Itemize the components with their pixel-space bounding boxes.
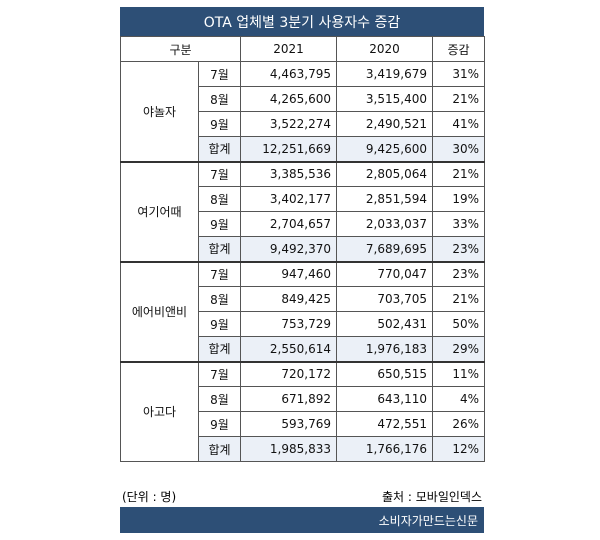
- company-name: 에어비앤비: [120, 260, 199, 362]
- change-cell: 21%: [432, 160, 485, 187]
- value-2020-cell: 2,033,037: [336, 211, 433, 237]
- user-count-table: 구분 2021 2020 증감 야놀자 7월 4,463,795 3,419,679 3…: [120, 36, 485, 462]
- value-2021-cell: 593,769: [240, 411, 337, 437]
- table-title: OTA 업체별 3분기 사용자수 증감: [120, 7, 484, 36]
- change-cell: 30%: [432, 136, 485, 162]
- change-cell: 29%: [432, 336, 485, 362]
- month-cell: 7월: [198, 360, 241, 387]
- company-name: 아고다: [120, 360, 199, 462]
- value-2020-cell: 9,425,600: [336, 136, 433, 162]
- table-row-total: 합계 2,550,614 1,976,183 29%: [121, 336, 485, 362]
- table-row: 에어비앤비 7월 947,460 770,047 23%: [120, 260, 485, 362]
- value-2021-cell: 753,729: [240, 311, 337, 337]
- value-2021-cell: 2,704,657: [240, 211, 337, 237]
- month-cell: 합계: [198, 336, 241, 362]
- month-cell: 8월: [198, 286, 241, 312]
- value-2020-cell: 2,851,594: [336, 186, 433, 212]
- header-2021: 2021: [240, 36, 337, 62]
- change-cell: 33%: [432, 211, 485, 237]
- change-cell: 4%: [432, 386, 485, 412]
- value-2021-cell: 2,550,614: [240, 336, 337, 362]
- source-note: 출처 : 모바일인덱스: [382, 490, 482, 504]
- value-2021-cell: 849,425: [240, 286, 337, 312]
- value-2021-cell: 671,892: [240, 386, 337, 412]
- table-row: 8월 849,425 703,705 21%: [121, 286, 485, 312]
- company-name: 야놀자: [120, 61, 199, 162]
- header-category: 구분: [120, 36, 241, 62]
- change-cell: 11%: [432, 360, 485, 387]
- publisher-name: 소비자가만드는신문: [378, 513, 478, 528]
- value-2020-cell: 2,490,521: [336, 111, 433, 137]
- header-change: 증감: [432, 36, 485, 62]
- table-row-total: 합계 1,985,833 1,766,176 12%: [121, 436, 485, 462]
- value-2020-cell: 643,110: [336, 386, 433, 412]
- change-cell: 23%: [432, 236, 485, 262]
- table-row: 9월 3,522,274 2,490,521 41%: [121, 111, 485, 137]
- value-2021-cell: 9,492,370: [240, 236, 337, 262]
- table-row: 8월 3,402,177 2,851,594 19%: [121, 186, 485, 212]
- month-cell: 합계: [198, 436, 241, 462]
- value-2021-cell: 720,172: [240, 360, 337, 387]
- value-2021-cell: 3,522,274: [240, 111, 337, 137]
- value-2020-cell: 7,689,695: [336, 236, 433, 262]
- month-cell: 9월: [198, 111, 241, 137]
- change-cell: 21%: [432, 286, 485, 312]
- month-cell: 7월: [198, 160, 241, 187]
- change-cell: 23%: [432, 260, 485, 287]
- value-2020-cell: 472,551: [336, 411, 433, 437]
- month-cell: 9월: [198, 411, 241, 437]
- value-2021-cell: 4,463,795: [240, 61, 337, 87]
- value-2020-cell: 1,976,183: [336, 336, 433, 362]
- table-row: 야놀자 7월 4,463,795 3,419,679 31%: [120, 61, 485, 162]
- value-2021-cell: 947,460: [240, 260, 337, 287]
- change-cell: 26%: [432, 411, 485, 437]
- company-name: 여기어때: [120, 160, 199, 262]
- value-2020-cell: 2,805,064: [336, 160, 433, 187]
- month-cell: 8월: [198, 186, 241, 212]
- table-row: 아고다 7월 720,172 650,515 11%: [120, 360, 485, 462]
- value-2020-cell: 502,431: [336, 311, 433, 337]
- month-cell: 9월: [198, 311, 241, 337]
- unit-note: (단위 : 명): [122, 490, 177, 504]
- table-card: OTA 업체별 3분기 사용자수 증감 구분 2021 2020 증감 야놀자 7…: [120, 7, 485, 533]
- change-cell: 21%: [432, 86, 485, 112]
- change-cell: 31%: [432, 61, 485, 87]
- table-body: 야놀자 7월 4,463,795 3,419,679 31% 8월 4,265,600 3,5…: [120, 61, 485, 462]
- table-row: 9월 2,704,657 2,033,037 33%: [121, 211, 485, 237]
- value-2021-cell: 4,265,600: [240, 86, 337, 112]
- value-2020-cell: 770,047: [336, 260, 433, 287]
- header-2020: 2020: [336, 36, 433, 62]
- value-2021-cell: 3,385,536: [240, 160, 337, 187]
- month-cell: 9월: [198, 211, 241, 237]
- value-2020-cell: 3,419,679: [336, 61, 433, 87]
- publisher-bar: 소비자가만드는신문: [120, 507, 484, 533]
- table-footer: (단위 : 명) 출처 : 모바일인덱스: [120, 485, 484, 507]
- value-2021-cell: 3,402,177: [240, 186, 337, 212]
- value-2021-cell: 12,251,669: [240, 136, 337, 162]
- month-cell: 7월: [198, 61, 241, 87]
- header-row: 구분 2021 2020 증감: [120, 36, 485, 62]
- month-cell: 7월: [198, 260, 241, 287]
- table-row-total: 합계 12,251,669 9,425,600 30%: [121, 136, 485, 162]
- month-cell: 합계: [198, 236, 241, 262]
- table-row: 여기어때 7월 3,385,536 2,805,064 21%: [120, 160, 485, 262]
- value-2020-cell: 1,766,176: [336, 436, 433, 462]
- value-2020-cell: 3,515,400: [336, 86, 433, 112]
- table-row: 8월 4,265,600 3,515,400 21%: [121, 86, 485, 112]
- change-cell: 12%: [432, 436, 485, 462]
- change-cell: 50%: [432, 311, 485, 337]
- table-row-total: 합계 9,492,370 7,689,695 23%: [121, 236, 485, 262]
- value-2021-cell: 1,985,833: [240, 436, 337, 462]
- month-cell: 합계: [198, 136, 241, 162]
- table-row: 8월 671,892 643,110 4%: [121, 386, 485, 412]
- change-cell: 19%: [432, 186, 485, 212]
- month-cell: 8월: [198, 386, 241, 412]
- change-cell: 41%: [432, 111, 485, 137]
- value-2020-cell: 650,515: [336, 360, 433, 387]
- month-cell: 8월: [198, 86, 241, 112]
- value-2020-cell: 703,705: [336, 286, 433, 312]
